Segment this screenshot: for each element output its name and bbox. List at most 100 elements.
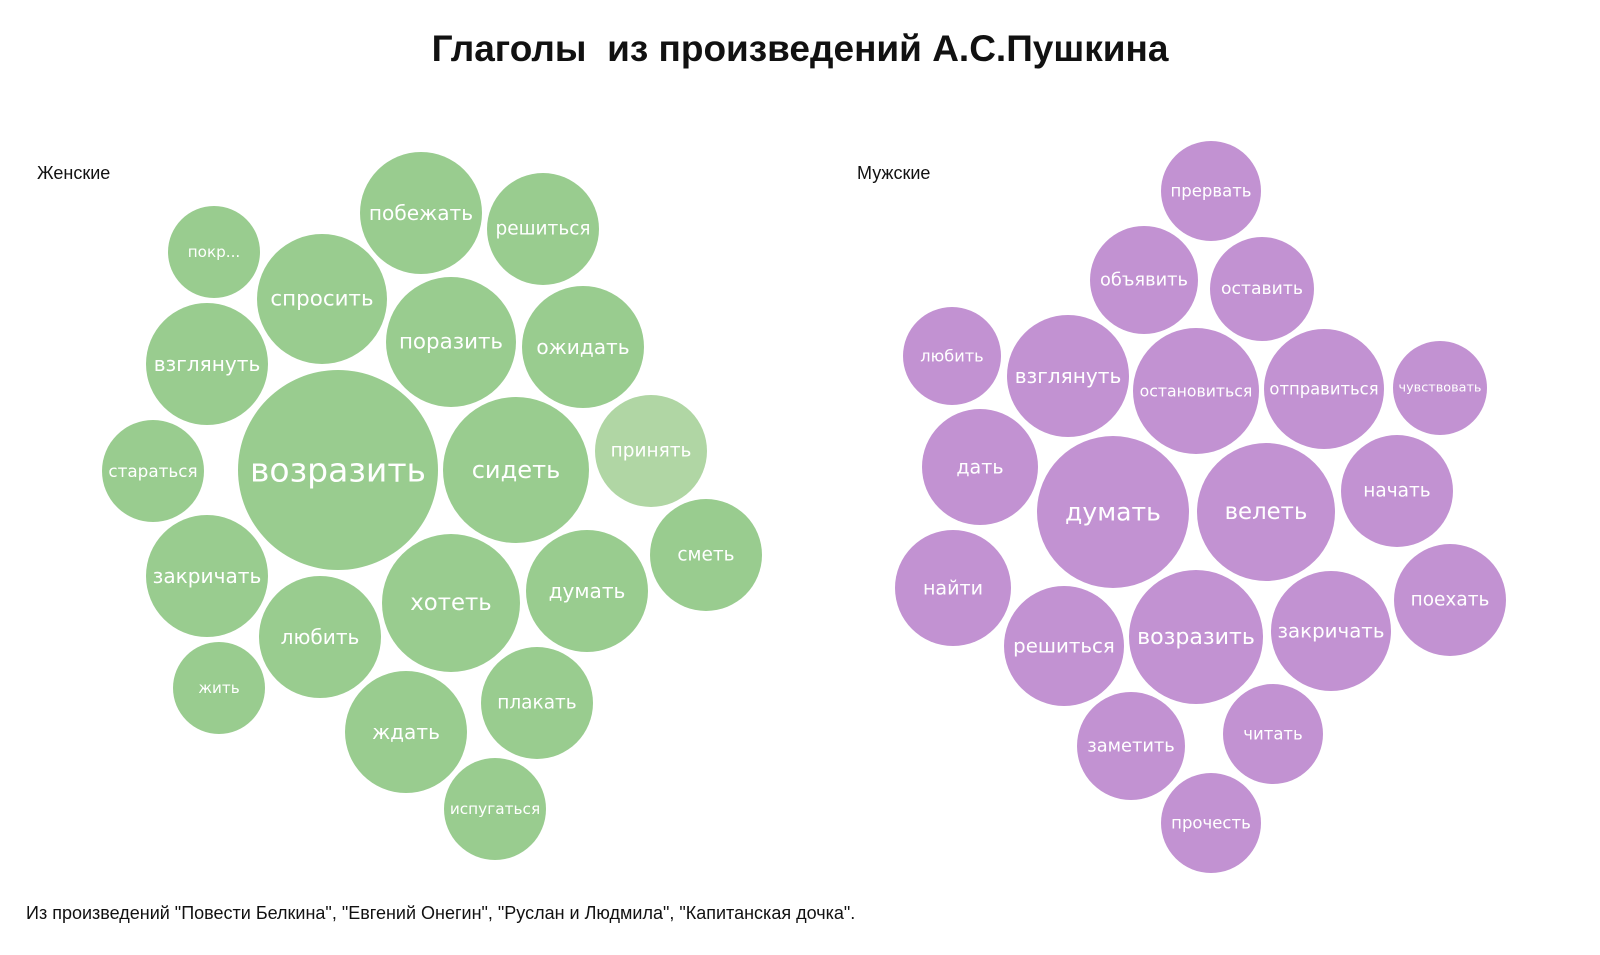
female-bubble-label: возразить: [250, 451, 426, 490]
female-bubble: ждать: [345, 671, 467, 793]
female-bubble-circle: [526, 530, 648, 652]
male-bubble: читать: [1223, 684, 1323, 784]
female-bubble-circle: [345, 671, 467, 793]
male-bubble-circle: [1223, 684, 1323, 784]
female-bubble-label: ждать: [372, 720, 440, 744]
male-bubble: отправиться: [1264, 329, 1384, 449]
male-bubble-label: дать: [956, 456, 1003, 479]
female-bubble-label: решиться: [495, 219, 590, 240]
male-bubble-circle: [1210, 237, 1314, 341]
male-bubble-label: читать: [1243, 725, 1303, 744]
male-bubble: поехать: [1394, 544, 1506, 656]
legend-label-female: Женские: [37, 163, 111, 183]
female-bubble-label: сидеть: [472, 456, 561, 484]
male-bubble-circle: [1161, 773, 1261, 873]
male-bubble-label: велеть: [1225, 499, 1308, 525]
male-bubble: возразить: [1129, 570, 1263, 704]
female-bubble-label: думать: [549, 579, 626, 603]
male-bubble-circle: [1129, 570, 1263, 704]
male-bubble: объявить: [1090, 226, 1198, 334]
male-bubble-circle: [922, 409, 1038, 525]
male-bubble: закричать: [1271, 571, 1391, 691]
female-bubble: закричать: [146, 515, 268, 637]
female-bubble-label: сметь: [677, 545, 734, 566]
female-bubble-circle: [386, 277, 516, 407]
male-bubble: прочесть: [1161, 773, 1261, 873]
female-bubble-circle: [443, 397, 589, 543]
female-bubble: взглянуть: [146, 303, 268, 425]
female-bubble-label: плакать: [497, 693, 576, 714]
female-bubble-circle: [487, 173, 599, 285]
female-bubble-circle: [257, 234, 387, 364]
female-bubble: решиться: [487, 173, 599, 285]
female-bubble: сметь: [650, 499, 762, 611]
male-bubble-circle: [1393, 341, 1487, 435]
female-bubble: спросить: [257, 234, 387, 364]
female-bubble-circle: [360, 152, 482, 274]
male-bubble-label: взглянуть: [1015, 364, 1122, 388]
male-bubble: думать: [1037, 436, 1189, 588]
female-bubble-label: испугаться: [450, 800, 540, 818]
female-bubble: жить: [173, 642, 265, 734]
male-bubble-label: закричать: [1278, 620, 1385, 643]
female-bubble: старaться: [102, 420, 204, 522]
female-bubble-label: принять: [611, 441, 692, 462]
male-bubble-label: чувствовать: [1399, 381, 1482, 396]
male-bubble-circle: [1090, 226, 1198, 334]
male-bubble-label: оставить: [1221, 279, 1303, 299]
male-bubble-label: прервать: [1170, 182, 1251, 201]
male-bubble-label: начать: [1363, 481, 1430, 502]
male-bubble-label: любить: [920, 347, 983, 366]
female-bubble-circle: [102, 420, 204, 522]
male-bubble-circle: [1004, 586, 1124, 706]
female-bubble: хотеть: [382, 534, 520, 672]
male-bubble-label: найти: [923, 577, 983, 600]
female-bubble-label: ожидать: [536, 335, 629, 359]
female-bubble-label: поразить: [399, 330, 503, 355]
male-bubble-label: объявить: [1100, 270, 1188, 291]
male-bubble-circle: [895, 530, 1011, 646]
female-bubble: думать: [526, 530, 648, 652]
female-bubble-label: старaться: [108, 461, 197, 481]
male-bubble: оставить: [1210, 237, 1314, 341]
male-bubble: чувствовать: [1393, 341, 1487, 435]
male-bubble: любить: [903, 307, 1001, 405]
female-bubble-circle: [259, 576, 381, 698]
male-bubble-label: думать: [1065, 498, 1161, 527]
male-bubble-circle: [1037, 436, 1189, 588]
female-bubble-circle: [382, 534, 520, 672]
male-bubble-circle: [1394, 544, 1506, 656]
female-bubble-circle: [238, 370, 438, 570]
female-bubble-label: любить: [281, 625, 360, 649]
female-bubble-label: закричать: [153, 564, 262, 588]
male-bubble: дать: [922, 409, 1038, 525]
male-bubble: велеть: [1197, 443, 1335, 581]
female-bubble-circle: [146, 515, 268, 637]
female-bubble-label: жить: [198, 679, 239, 697]
male-bubble: решиться: [1004, 586, 1124, 706]
male-bubble-label: остановиться: [1140, 382, 1253, 401]
female-bubble-circle: [173, 642, 265, 734]
male-bubble-circle: [1197, 443, 1335, 581]
male-bubble-label: возразить: [1137, 624, 1255, 650]
male-bubble-circle: [1007, 315, 1129, 437]
female-bubble: побежать: [360, 152, 482, 274]
male-bubble: начать: [1341, 435, 1453, 547]
footnote: Из произведений "Повести Белкина", "Евге…: [26, 903, 856, 923]
female-bubble-label: спросить: [270, 287, 373, 312]
male-bubble-circle: [1341, 435, 1453, 547]
male-bubble-label: заметить: [1087, 736, 1174, 757]
male-bubble-circle: [1271, 571, 1391, 691]
female-bubble: плакать: [481, 647, 593, 759]
female-bubble: покр...: [168, 206, 260, 298]
female-bubble: сидеть: [443, 397, 589, 543]
male-bubble-circle: [1161, 141, 1261, 241]
female-bubble: испугаться: [444, 758, 546, 860]
male-bubble-circle: [1264, 329, 1384, 449]
male-bubble: взглянуть: [1007, 315, 1129, 437]
male-bubble-circle: [1077, 692, 1185, 800]
legend-label-male: Мужские: [857, 163, 931, 183]
page-title: Глаголы из произведений А.С.Пушкина: [431, 28, 1169, 69]
female-bubble: ожидать: [522, 286, 644, 408]
